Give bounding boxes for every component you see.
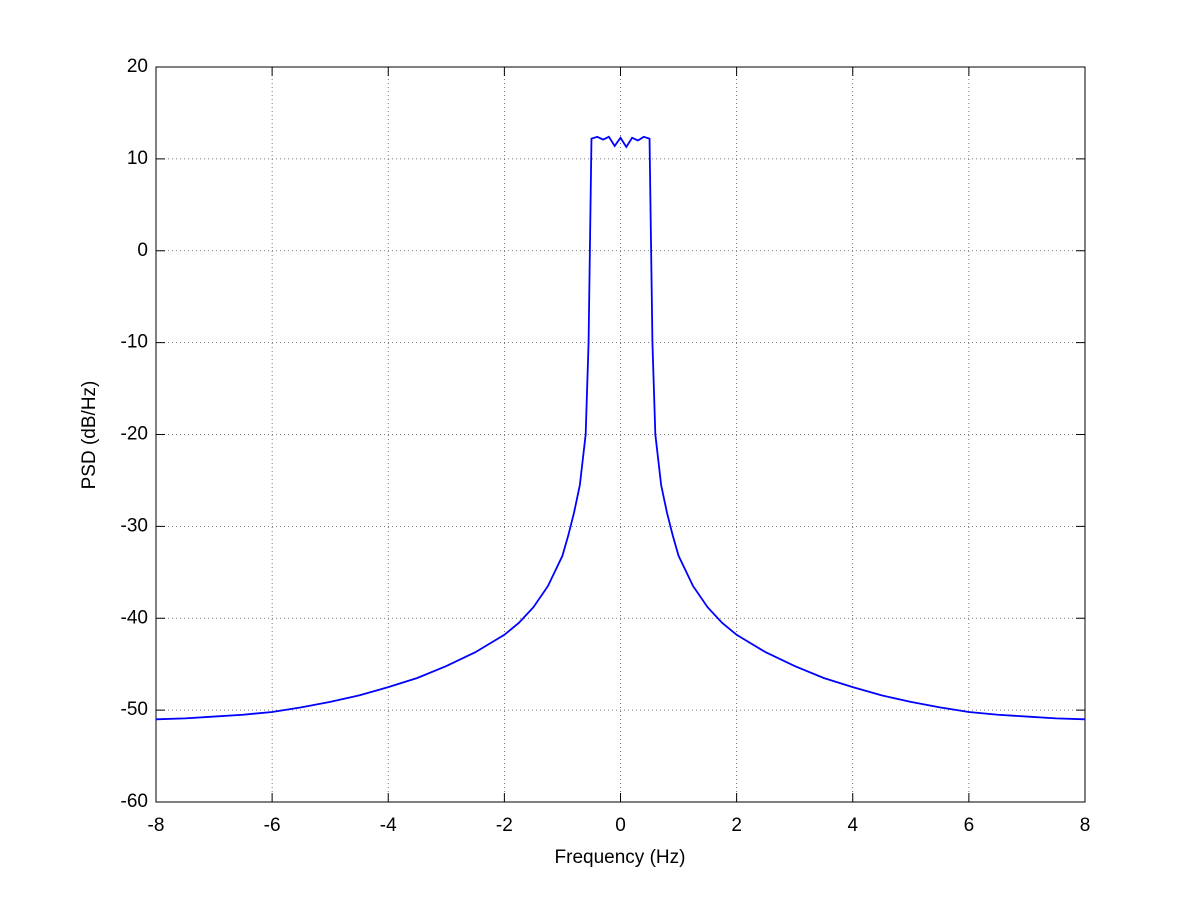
y-axis-label: PSD (dB/Hz) (79, 381, 100, 490)
x-axis-label: Frequency (Hz) (555, 847, 686, 868)
y-tick-label: -20 (121, 424, 148, 445)
x-tick-label: -2 (496, 815, 513, 836)
y-tick-label: -30 (121, 515, 148, 536)
plot-frame (155, 66, 1086, 803)
y-tick-label: -50 (121, 699, 148, 720)
x-tick-label: -6 (264, 815, 281, 836)
y-tick-label: -40 (121, 607, 148, 628)
x-tick-label: 8 (1080, 815, 1091, 836)
y-tick-label: 0 (137, 240, 148, 261)
y-tick-label: -60 (121, 791, 148, 812)
data-line (155, 135, 1086, 721)
x-tick-label: 0 (615, 815, 626, 836)
x-tick-label: 6 (964, 815, 975, 836)
x-tick-label: -4 (380, 815, 397, 836)
y-tick-label: 10 (127, 148, 148, 169)
y-tick-label: -10 (121, 332, 148, 353)
x-tick-label: 2 (731, 815, 742, 836)
x-tick-label: -8 (148, 815, 165, 836)
x-tick-label: 4 (847, 815, 858, 836)
y-tick-label: 20 (127, 56, 148, 77)
